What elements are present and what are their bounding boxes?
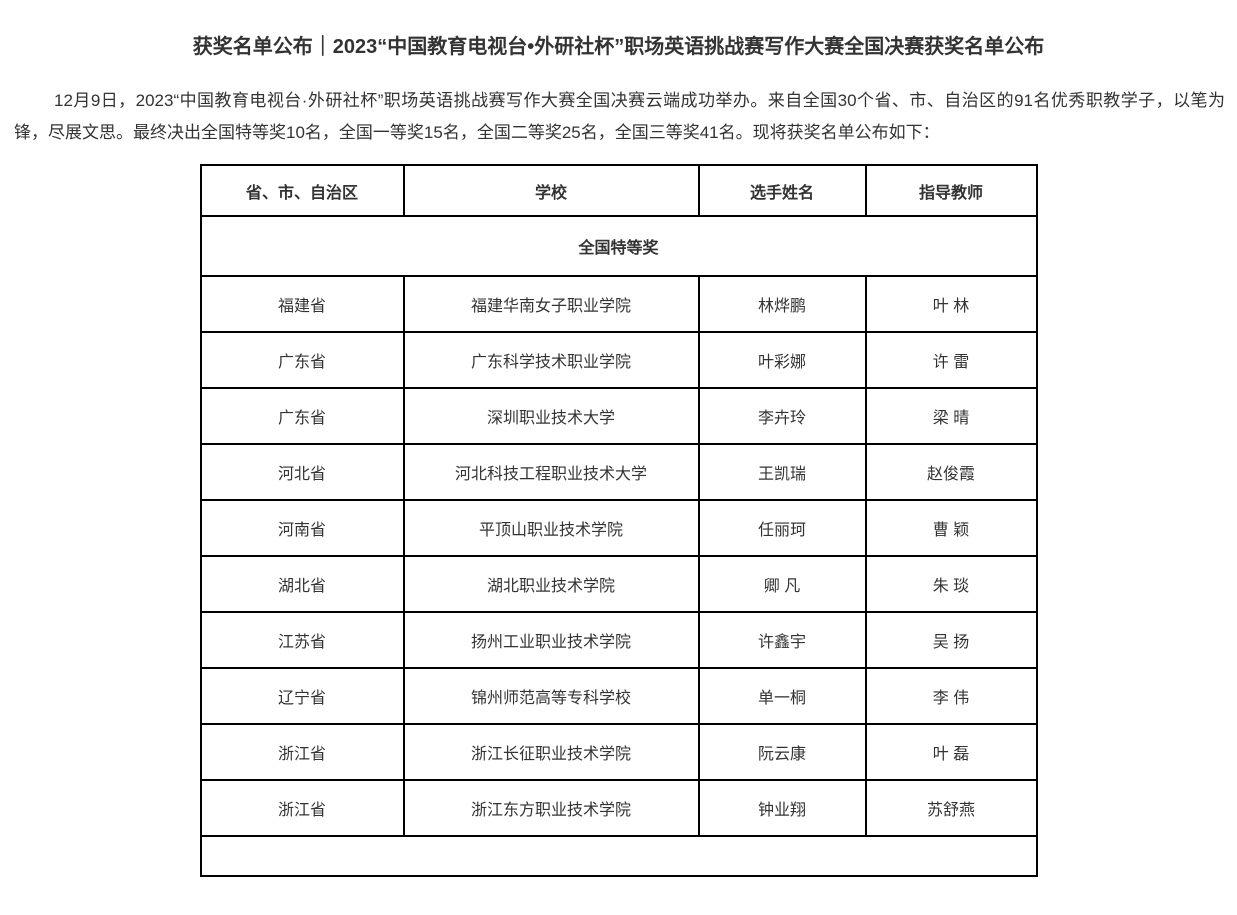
partial-next-section-row [199, 835, 1038, 877]
cell-contestant: 李卉玲 [697, 387, 867, 445]
table-row: 广东省 深圳职业技术大学 李卉玲 梁 晴 [199, 387, 1038, 445]
cell-contestant: 林烨鹏 [697, 275, 867, 333]
cell-province: 浙江省 [199, 779, 405, 837]
cell-contestant: 王凯瑞 [697, 443, 867, 501]
cell-school: 浙江东方职业技术学院 [402, 779, 700, 837]
cell-province: 湖北省 [199, 555, 405, 613]
cell-school: 河北科技工程职业技术大学 [402, 443, 700, 501]
section-label: 全国特等奖 [199, 215, 1038, 277]
cell-teacher: 叶 磊 [864, 723, 1038, 781]
cell-teacher: 赵俊霞 [864, 443, 1038, 501]
cell-province: 河南省 [199, 499, 405, 557]
table-header-row: 省、市、自治区 学校 选手姓名 指导教师 [199, 164, 1038, 217]
cell-contestant: 钟业翔 [697, 779, 867, 837]
cell-province: 江苏省 [199, 611, 405, 669]
table-row: 河北省 河北科技工程职业技术大学 王凯瑞 赵俊霞 [199, 443, 1038, 501]
cell-province: 福建省 [199, 275, 405, 333]
page-title: 获奖名单公布｜2023“中国教育电视台•外研社杯”职场英语挑战赛写作大赛全国决赛… [192, 36, 1045, 58]
cell-teacher: 曹 颖 [864, 499, 1038, 557]
table-row: 广东省 广东科学技术职业学院 叶彩娜 许 雷 [199, 331, 1038, 389]
cell-school: 湖北职业技术学院 [402, 555, 700, 613]
cell-school: 平顶山职业技术学院 [402, 499, 700, 557]
cell-province: 广东省 [199, 387, 405, 445]
header-cell-teacher: 指导教师 [864, 164, 1038, 217]
cell-school: 锦州师范高等专科学校 [402, 667, 700, 725]
section-row: 全国特等奖 [199, 215, 1038, 277]
cell-province: 河北省 [199, 443, 405, 501]
cell-province: 辽宁省 [199, 667, 405, 725]
cell-contestant: 任丽珂 [697, 499, 867, 557]
cell-province: 浙江省 [199, 723, 405, 781]
header-cell-province: 省、市、自治区 [199, 164, 405, 217]
table-row: 河南省 平顶山职业技术学院 任丽珂 曹 颖 [199, 499, 1038, 557]
cell-contestant: 阮云康 [697, 723, 867, 781]
awards-table: 省、市、自治区 学校 选手姓名 指导教师 全国特等奖 福建省 福建华南女子职业学… [199, 164, 1038, 877]
cell-contestant: 卿 凡 [697, 555, 867, 613]
cell-teacher: 苏舒燕 [864, 779, 1038, 837]
cell-teacher: 朱 琰 [864, 555, 1038, 613]
header-cell-school: 学校 [402, 164, 700, 217]
cell-teacher: 李 伟 [864, 667, 1038, 725]
cell-school: 扬州工业职业技术学院 [402, 611, 700, 669]
cell-teacher: 叶 林 [864, 275, 1038, 333]
cell-school: 福建华南女子职业学院 [402, 275, 700, 333]
cell-teacher: 梁 晴 [864, 387, 1038, 445]
header-cell-contestant: 选手姓名 [697, 164, 867, 217]
cell-school: 浙江长征职业技术学院 [402, 723, 700, 781]
cell-province: 广东省 [199, 331, 405, 389]
intro-paragraph: 12月9日，2023“中国教育电视台·外研社杯”职场英语挑战赛写作大赛全国决赛云… [14, 91, 1225, 142]
cell-teacher: 吴 扬 [864, 611, 1038, 669]
table-row: 辽宁省 锦州师范高等专科学校 单一桐 李 伟 [199, 667, 1038, 725]
cell-school: 广东科学技术职业学院 [402, 331, 700, 389]
table-row: 江苏省 扬州工业职业技术学院 许鑫宇 吴 扬 [199, 611, 1038, 669]
cell-teacher: 许 雷 [864, 331, 1038, 389]
table-row: 福建省 福建华南女子职业学院 林烨鹏 叶 林 [199, 275, 1038, 333]
table-row: 浙江省 浙江东方职业技术学院 钟业翔 苏舒燕 [199, 779, 1038, 837]
cell-school: 深圳职业技术大学 [402, 387, 700, 445]
table-row: 湖北省 湖北职业技术学院 卿 凡 朱 琰 [199, 555, 1038, 613]
cell-contestant: 单一桐 [697, 667, 867, 725]
table-row: 浙江省 浙江长征职业技术学院 阮云康 叶 磊 [199, 723, 1038, 781]
cell-contestant: 许鑫宇 [697, 611, 867, 669]
cell-contestant: 叶彩娜 [697, 331, 867, 389]
